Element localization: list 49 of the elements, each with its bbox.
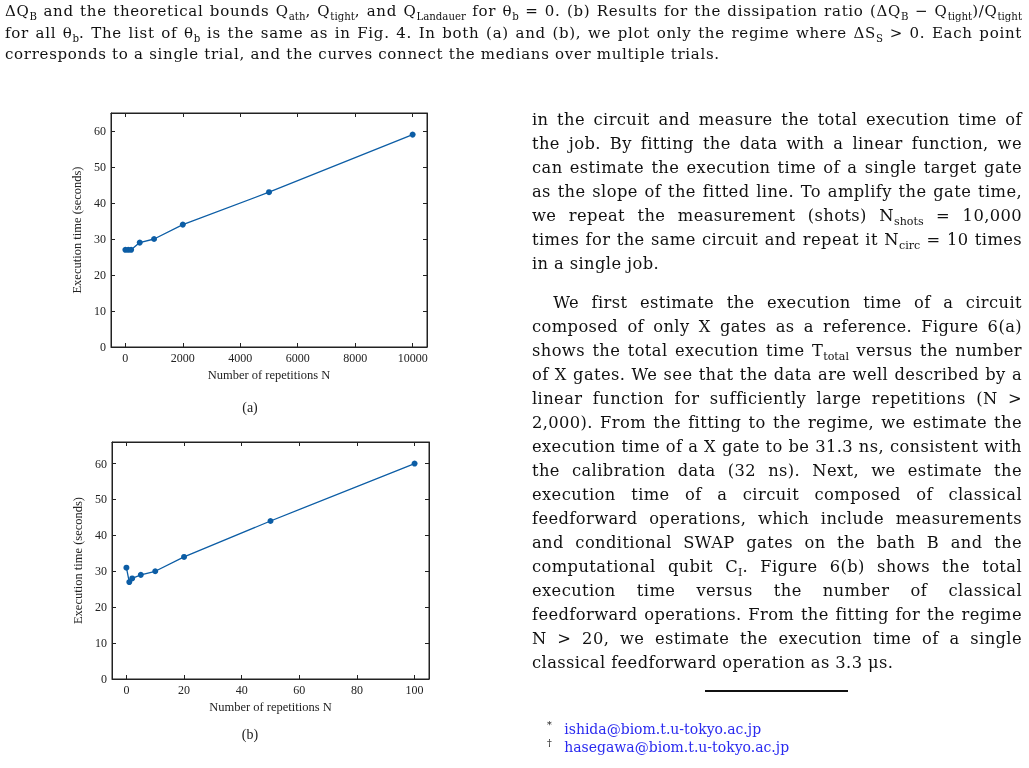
y-tick-label: 60: [94, 124, 106, 138]
y-axis-title: Execution time (seconds): [69, 166, 84, 294]
x-tick-label: 8000: [343, 351, 368, 365]
point: [123, 564, 130, 571]
point: [151, 236, 158, 242]
x-tick-label: 60: [293, 683, 306, 697]
text: $^{†}$ hasegawa@biom.t.u-tokyo.ac.jp: [547, 737, 790, 755]
point: [136, 239, 143, 246]
y-tick-label: 0: [101, 672, 107, 686]
y-tick-label: 10: [95, 636, 107, 651]
y-tick-label: 10: [94, 304, 106, 318]
y-tick-label: 20: [94, 268, 106, 282]
y-tick-label: 40: [94, 196, 106, 210]
y-tick-label: 50: [94, 160, 106, 174]
x-tick-label: 0: [122, 351, 129, 365]
point: [411, 460, 418, 467]
x-tick-label: 4000: [228, 351, 253, 365]
text: in the circuit and measure the total execution time of the job. By fitting the data with a linear function, we can estimate the execution time of a single target gate as the slope of the fitted line. To amplify the gate time, we repeat the measurement (shots) N$_{shots}$ = 10,000 times for the same circuit and repeat it N$_{circ}$ = 10 times in a single job.: [532, 110, 1023, 273]
text: We first estimate the execution time of a circuit composed of only X gates as a reference. Figure 6(a) shows the total execution time T$_{total}$ versus the number of X gates. We see that the data are well described by a linear function for sufficiently large repetitions (N > 2,000). From the fitting to the regime, we estimate the execution time of a X gate to be 31.3 ns, consistent with the calibration data (32 ns). Next, we estimate the execution time of a circuit composed of classical feedforward operations, which include measurements and conditional SWAP gates on the bath B and the computational qubit C$_{I}$. Figure 6(b) shows the total execution time versus the number of classical feedforward operations. From the fitting for the regime N > 20, we estimate the execution time of a single classical feedforward operation as 3.3 μs.: [532, 293, 1022, 672]
x-tick-label: 10000: [397, 351, 428, 365]
x-tick-label: 20: [178, 683, 191, 697]
point: [152, 568, 159, 575]
point: [137, 571, 144, 578]
y-tick-label: 0: [100, 340, 106, 354]
text: ΔQ$_{B}$ and the theoretical bounds Q$_{ath}$, Q$_{tight}$, and Q$_{Landauer}$ for θ$_{b}$ = 0. (b) Results for the dissipation ratio (ΔQ$_{B}$ − Q$_{tight}$)/Q$_{tight}$ for all θ$_{b}$. The list of θ$_{b}$ is the same as in Fig. 4. In both (a) and (b), we plot only the regime where ΔS$_{S}$ > 0. Each point corresponds to a single trial, and the curves connect the medians over multiple trials.: [5, 2, 1022, 63]
y-tick-label: 40: [95, 528, 107, 543]
y-tick-label: 30: [95, 564, 107, 579]
x-axis-title: Number of repetitions N: [209, 700, 332, 715]
y-tick-label: 20: [95, 600, 107, 615]
point: [181, 553, 188, 560]
x-tick-label: 2000: [170, 351, 195, 365]
text: (b): [241, 726, 259, 743]
point: [129, 575, 136, 582]
y-axis-title: Execution time (seconds): [70, 496, 85, 625]
point: [179, 221, 186, 228]
x-tick-label: 100: [405, 683, 424, 697]
x-axis-title: Number of repetitions N: [207, 368, 331, 383]
text: $^{*}$ ishida@biom.t.u-tokyo.ac.jp: [547, 719, 762, 737]
x-tick-label: 0: [123, 683, 130, 697]
point: [409, 131, 416, 138]
point: [267, 518, 274, 524]
x-tick-label: 80: [350, 683, 363, 697]
text: (a): [242, 399, 259, 416]
x-tick-label: 6000: [285, 351, 310, 365]
point: [266, 189, 272, 196]
y-tick-label: 30: [94, 232, 106, 246]
y-tick-label: 60: [95, 456, 107, 471]
x-tick-label: 40: [235, 683, 248, 697]
y-tick-label: 50: [95, 492, 107, 507]
